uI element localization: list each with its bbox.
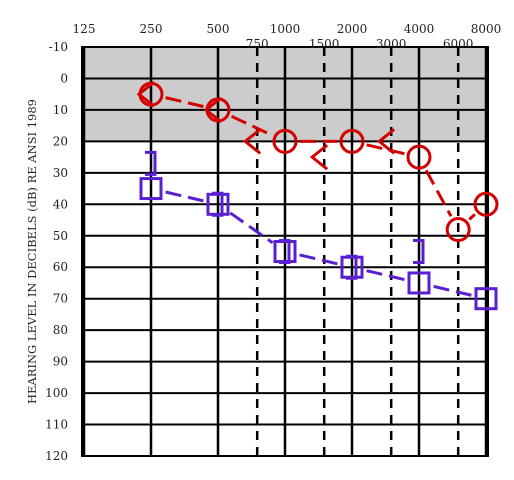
- circle-marker: [339, 128, 365, 154]
- circle-marker: [445, 216, 471, 242]
- series-lines: [165, 96, 476, 297]
- square-marker: [474, 287, 498, 311]
- bone-right-marker: [346, 254, 358, 280]
- grid: [81, 46, 489, 457]
- series-line-segment: [468, 213, 476, 221]
- y-tick-label: 10: [53, 103, 68, 117]
- y-tick-label: 20: [53, 134, 68, 148]
- x-tick-label: 2000: [337, 22, 368, 36]
- x-tick-label-inter: 3000: [376, 37, 407, 51]
- series-line-segment: [433, 284, 472, 297]
- y-tick-labels: -10 0 10 20 30 40 50 60 70 80 90 100 110 120: [45, 40, 68, 463]
- bone-left-marker: [136, 81, 155, 108]
- circle-marker: [406, 144, 432, 170]
- x-tick-label: 8000: [471, 22, 502, 36]
- y-tick-label: 100: [45, 386, 68, 400]
- y-tick-label: 90: [53, 355, 68, 369]
- square-marker: [139, 177, 163, 201]
- bone-right-marker: [145, 150, 157, 176]
- y-tick-label: 40: [53, 197, 68, 211]
- y-tick-label: 120: [45, 449, 68, 463]
- x-tick-label: 4000: [404, 22, 435, 36]
- x-tick-labels: 125 250 500 1000 2000 4000 8000 750 1500 3000 6000: [73, 22, 502, 51]
- square-marker: [407, 271, 431, 295]
- series-line-segment: [366, 269, 405, 281]
- y-tick-label: 50: [53, 229, 68, 243]
- bone-right-marker: [212, 191, 224, 217]
- series-line-segment: [424, 169, 453, 218]
- series-line-segment: [165, 96, 204, 108]
- y-tick-label: 70: [53, 292, 68, 306]
- x-tick-label-inter: 6000: [443, 37, 474, 51]
- bone-left-marker: [203, 96, 222, 124]
- bone-left-marker: [309, 143, 329, 171]
- plot-border: [81, 46, 489, 457]
- circle-marker: [272, 128, 298, 154]
- x-tick-label: 250: [140, 22, 163, 36]
- series-line-segment: [229, 211, 274, 245]
- y-tick-label: 110: [45, 418, 68, 432]
- x-tick-label-inter: 1500: [309, 37, 340, 51]
- series-line-segment: [299, 253, 338, 266]
- series-marks: [136, 81, 499, 311]
- y-axis-label: HEARING LEVEL IN DECIBELS (dB) RE ANSI 1…: [25, 99, 39, 404]
- circle-marker: [473, 191, 499, 217]
- x-tick-label: 125: [73, 22, 96, 36]
- bone-left-marker: [242, 128, 262, 155]
- y-tick-label: 60: [53, 260, 68, 274]
- x-tick-label: 500: [207, 22, 230, 36]
- x-tick-label-inter: 750: [246, 37, 269, 51]
- series-line-segment: [165, 190, 204, 203]
- x-tick-label: 1000: [270, 22, 301, 36]
- y-tick-label: 0: [60, 71, 68, 85]
- y-tick-label: -10: [49, 40, 68, 54]
- bone-left-marker: [376, 128, 396, 155]
- y-tick-label: 80: [53, 323, 68, 337]
- bone-right-marker: [413, 239, 425, 264]
- bone-right-marker: [279, 239, 291, 264]
- series-line-segment: [366, 143, 405, 156]
- y-tick-label: 30: [53, 166, 68, 180]
- series-line-segment: [230, 114, 273, 137]
